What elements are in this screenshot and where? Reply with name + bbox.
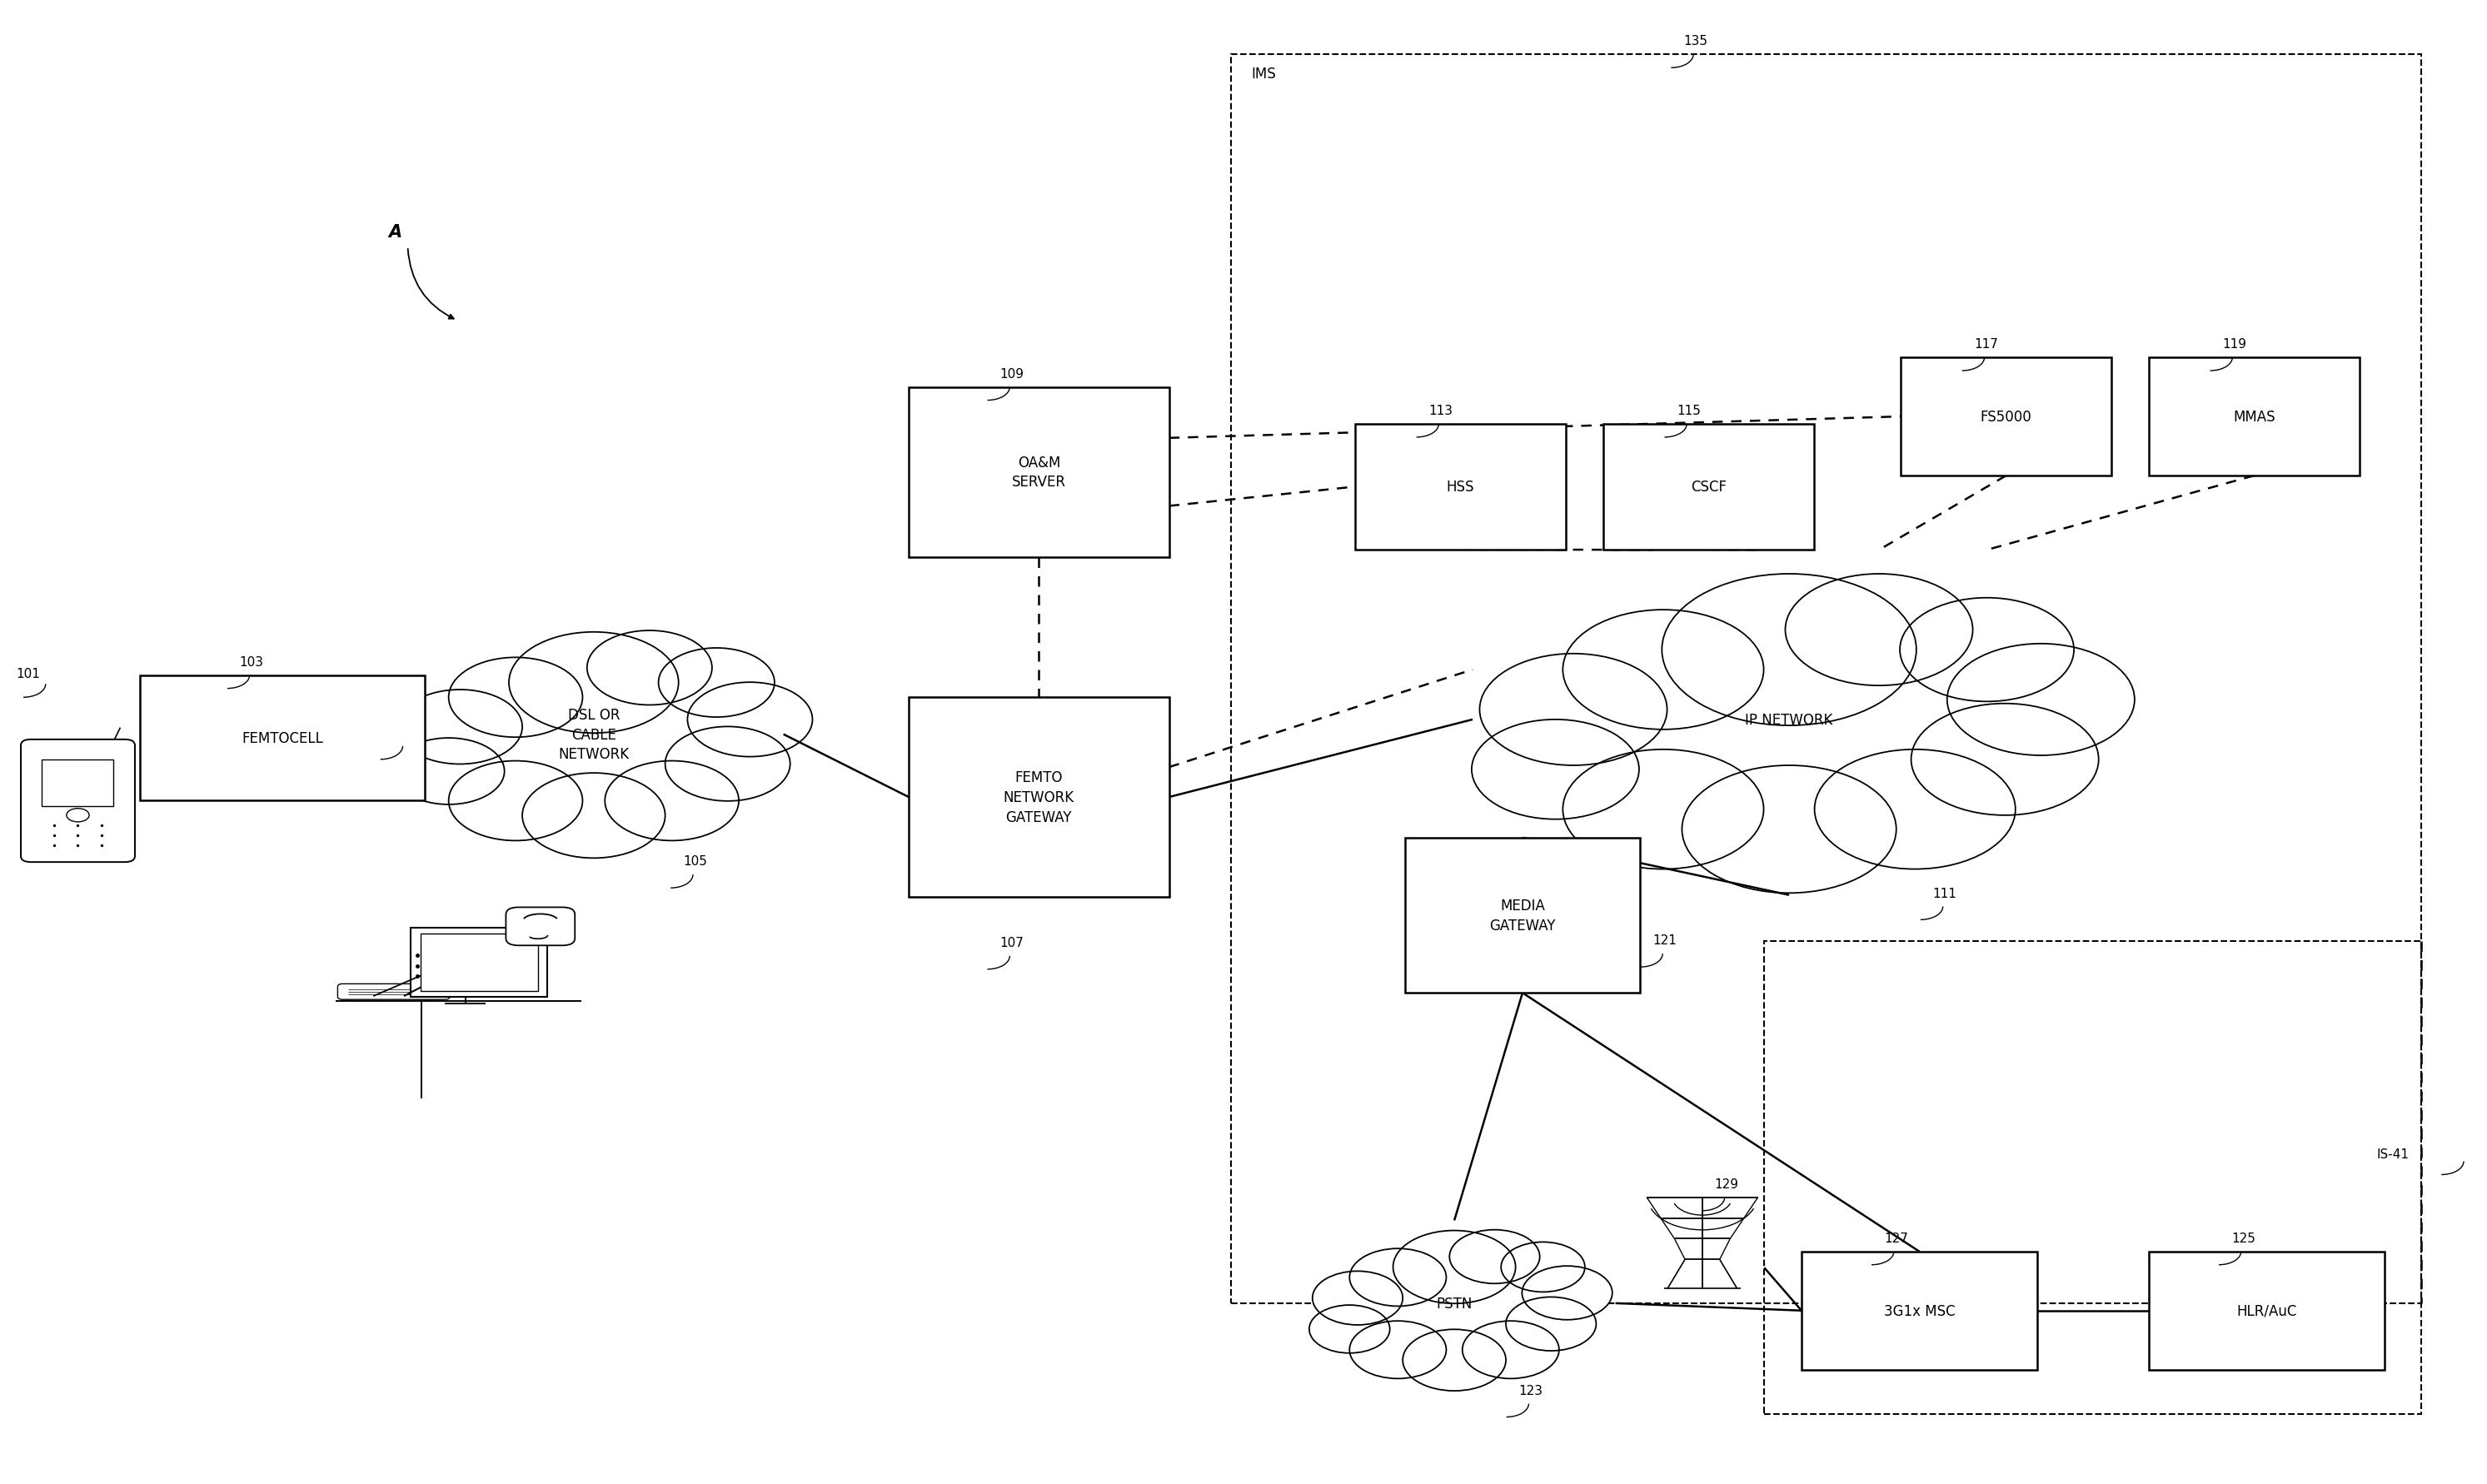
- Ellipse shape: [398, 690, 522, 764]
- Text: 129: 129: [1714, 1178, 1738, 1190]
- Bar: [410, 928, 547, 997]
- Ellipse shape: [393, 739, 505, 804]
- Text: HSS: HSS: [1447, 479, 1475, 494]
- Text: 111: 111: [1932, 887, 1957, 899]
- Bar: [1900, 358, 2111, 476]
- Ellipse shape: [1472, 720, 1639, 819]
- Bar: [1355, 424, 1567, 551]
- Text: 131: 131: [388, 730, 413, 742]
- Ellipse shape: [1562, 610, 1763, 730]
- Ellipse shape: [1507, 1297, 1597, 1350]
- Bar: [1231, 55, 2422, 1303]
- Ellipse shape: [587, 631, 711, 705]
- Ellipse shape: [659, 649, 773, 717]
- Ellipse shape: [1661, 574, 1917, 726]
- Ellipse shape: [1482, 580, 2094, 859]
- Text: MEDIA
GATEWAY: MEDIA GATEWAY: [1490, 898, 1554, 933]
- Ellipse shape: [1502, 1242, 1584, 1293]
- Text: 115: 115: [1676, 405, 1701, 417]
- Ellipse shape: [510, 632, 679, 733]
- Text: 103: 103: [239, 656, 264, 668]
- Text: CSCF: CSCF: [1691, 479, 1726, 494]
- Text: 101: 101: [15, 668, 40, 680]
- Text: OA&M
SERVER: OA&M SERVER: [1012, 456, 1067, 490]
- Text: FEMTOCELL: FEMTOCELL: [241, 730, 323, 746]
- Ellipse shape: [604, 761, 739, 841]
- Text: 3G1x MSC: 3G1x MSC: [1883, 1303, 1955, 1318]
- Ellipse shape: [1462, 1321, 1559, 1379]
- Ellipse shape: [1816, 749, 2014, 870]
- Bar: [908, 387, 1169, 558]
- Bar: [1763, 941, 2422, 1414]
- Ellipse shape: [1910, 703, 2099, 816]
- Text: 123: 123: [1520, 1385, 1542, 1396]
- Text: DSL OR
CABLE
NETWORK: DSL OR CABLE NETWORK: [557, 708, 629, 761]
- FancyBboxPatch shape: [338, 984, 450, 1000]
- Ellipse shape: [1393, 1230, 1515, 1303]
- Text: 109: 109: [1000, 368, 1025, 380]
- Ellipse shape: [1313, 1272, 1403, 1325]
- Ellipse shape: [686, 683, 813, 757]
- Ellipse shape: [1480, 654, 1666, 766]
- Bar: [42, 760, 114, 807]
- Ellipse shape: [664, 727, 791, 801]
- Bar: [908, 697, 1169, 898]
- Text: FEMTO
NETWORK
GATEWAY: FEMTO NETWORK GATEWAY: [1002, 770, 1074, 825]
- Text: 127: 127: [1885, 1232, 1908, 1244]
- Ellipse shape: [1450, 1230, 1539, 1284]
- Ellipse shape: [1318, 1230, 1592, 1376]
- Ellipse shape: [403, 631, 783, 838]
- Bar: [1604, 424, 1813, 551]
- Ellipse shape: [1681, 766, 1895, 893]
- Text: IP NETWORK: IP NETWORK: [1746, 712, 1833, 727]
- Text: 125: 125: [2231, 1232, 2256, 1244]
- Ellipse shape: [1786, 574, 1972, 686]
- Bar: [139, 675, 425, 801]
- Text: MMAS: MMAS: [2233, 410, 2276, 424]
- Ellipse shape: [1350, 1321, 1447, 1379]
- Ellipse shape: [448, 761, 582, 841]
- Ellipse shape: [1900, 598, 2074, 702]
- Ellipse shape: [448, 657, 582, 738]
- Text: IS-41: IS-41: [2378, 1147, 2410, 1160]
- Ellipse shape: [1522, 1266, 1612, 1319]
- Text: FS5000: FS5000: [1980, 410, 2032, 424]
- Bar: [1801, 1251, 2037, 1370]
- FancyBboxPatch shape: [505, 908, 574, 945]
- Text: 119: 119: [2223, 338, 2246, 350]
- Bar: [2149, 1251, 2385, 1370]
- Ellipse shape: [1350, 1248, 1447, 1306]
- Bar: [1405, 838, 1641, 993]
- Text: A: A: [388, 224, 403, 240]
- Ellipse shape: [1562, 749, 1763, 870]
- Ellipse shape: [1403, 1330, 1507, 1391]
- Ellipse shape: [1308, 1304, 1390, 1353]
- Text: 113: 113: [1430, 405, 1452, 417]
- Text: HLR/AuC: HLR/AuC: [2236, 1303, 2296, 1318]
- Ellipse shape: [1947, 644, 2134, 755]
- Text: 117: 117: [1975, 338, 2000, 350]
- Text: PSTN: PSTN: [1435, 1296, 1472, 1310]
- Bar: [2149, 358, 2360, 476]
- Text: 107: 107: [1000, 936, 1025, 948]
- Text: 135: 135: [1684, 36, 1709, 47]
- Ellipse shape: [522, 773, 664, 858]
- Text: IMS: IMS: [1251, 67, 1276, 82]
- FancyBboxPatch shape: [20, 741, 134, 862]
- Bar: [420, 933, 537, 991]
- Text: 105: 105: [684, 855, 706, 868]
- Text: 121: 121: [1654, 933, 1676, 947]
